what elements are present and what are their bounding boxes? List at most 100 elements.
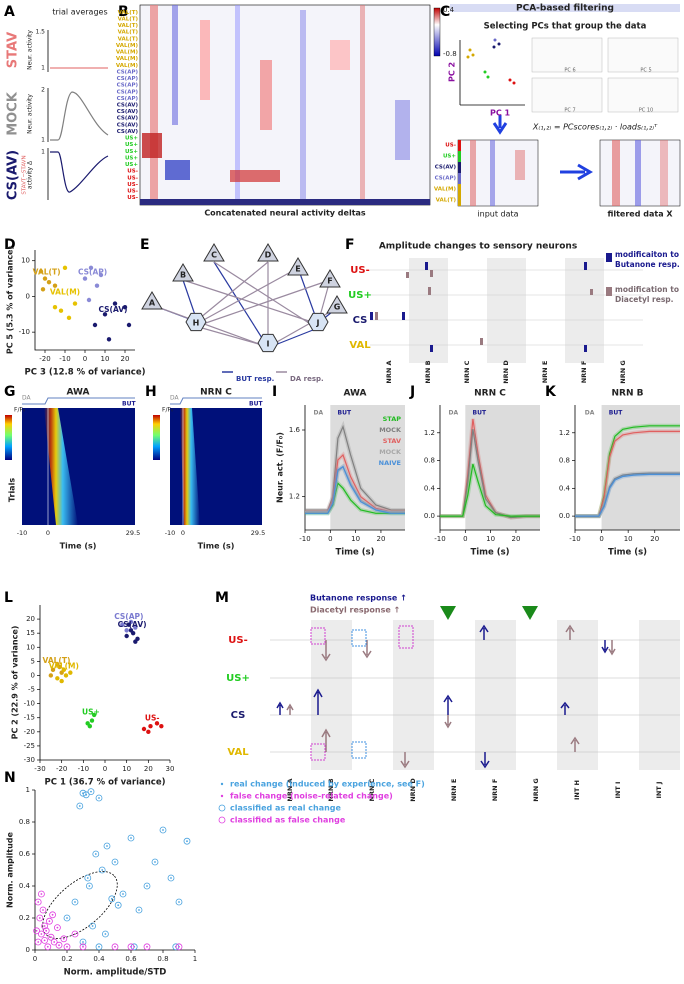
neuron-node bbox=[203, 243, 225, 262]
node-label: F bbox=[327, 277, 332, 286]
panel-letter: I bbox=[272, 384, 277, 400]
neuron-node bbox=[319, 269, 341, 288]
stim-label: BUT bbox=[473, 410, 487, 417]
point-ring bbox=[38, 890, 45, 898]
x-tick-label: 1 bbox=[193, 955, 197, 963]
legend-text: classified as real change bbox=[230, 804, 342, 813]
point-ring bbox=[34, 938, 42, 946]
axis-label: PC 1 bbox=[490, 109, 511, 118]
x-tick-label: 20 bbox=[144, 765, 153, 773]
point-ring bbox=[39, 906, 47, 914]
point-ring bbox=[79, 789, 87, 797]
x-axis-label: Time (s) bbox=[198, 542, 235, 551]
neuron-node bbox=[257, 243, 279, 262]
row-label: VAL(T) bbox=[118, 36, 139, 42]
row-label: VAL(M) bbox=[434, 187, 457, 193]
row-label: VAL(T) bbox=[118, 10, 139, 16]
point bbox=[48, 673, 54, 678]
legend-text: real change (induced by experience, see … bbox=[230, 780, 425, 789]
x-tick-label: 0.2 bbox=[61, 955, 72, 963]
point bbox=[48, 920, 51, 923]
legend-text: false change (noise-related change) bbox=[230, 792, 393, 801]
row-label: VAL bbox=[227, 747, 249, 758]
point-ring bbox=[159, 826, 167, 834]
row-label: CS(AV) bbox=[6, 150, 21, 200]
x-tick-label: 0 bbox=[33, 955, 37, 963]
point-ring bbox=[49, 911, 56, 919]
point bbox=[91, 712, 97, 718]
x-tick-label: -10 bbox=[165, 529, 176, 537]
point bbox=[46, 945, 49, 948]
point-ring bbox=[119, 890, 127, 898]
point bbox=[148, 723, 153, 729]
point bbox=[124, 628, 129, 633]
x-tick-label: -10 bbox=[569, 535, 580, 543]
point-ring bbox=[111, 858, 119, 866]
panel-h-title: NRN C bbox=[200, 388, 232, 398]
x-tick-label: 29.5 bbox=[126, 529, 140, 537]
point-ring bbox=[33, 927, 40, 935]
point-ring bbox=[114, 901, 122, 909]
x-tick-label: 10 bbox=[101, 355, 110, 363]
x-tick-label: 0.6 bbox=[125, 955, 137, 963]
y-tick-label: 0.0 bbox=[424, 512, 435, 520]
x-axis-label: Time (s) bbox=[470, 548, 509, 558]
x-tick-label: 0 bbox=[103, 765, 107, 773]
point bbox=[101, 869, 104, 871]
y-tick-label: 0 bbox=[26, 946, 30, 954]
point-ring bbox=[127, 943, 135, 951]
point bbox=[126, 622, 132, 627]
x-tick-label: 20 bbox=[511, 535, 520, 543]
point-ring bbox=[98, 866, 106, 874]
row-label: VAL bbox=[349, 340, 371, 351]
row-label: US- bbox=[127, 169, 138, 175]
thumb-label: PC 10 bbox=[639, 108, 653, 114]
row-label: US- bbox=[228, 635, 247, 646]
point bbox=[82, 945, 84, 948]
point-ring bbox=[54, 924, 61, 931]
panel-letter: E bbox=[140, 237, 150, 253]
point bbox=[66, 917, 68, 919]
interneuron-node bbox=[185, 312, 207, 332]
row-label: VAL(M) bbox=[116, 63, 139, 69]
point bbox=[51, 913, 54, 916]
y-tick-label: 0 bbox=[31, 671, 35, 679]
point bbox=[45, 929, 48, 932]
point bbox=[146, 885, 148, 887]
row-label: MOCK bbox=[6, 91, 21, 136]
point bbox=[82, 276, 88, 281]
line bbox=[440, 463, 540, 517]
point bbox=[133, 639, 138, 644]
point bbox=[91, 925, 94, 927]
point bbox=[126, 322, 132, 328]
column-label: NRN D bbox=[502, 360, 510, 384]
y-axis-label: activity Δ bbox=[27, 160, 34, 189]
legend-marker bbox=[218, 804, 226, 812]
point-ring bbox=[151, 858, 159, 866]
x-tick-label: 0 bbox=[463, 535, 467, 543]
row-label: CS(AV) bbox=[117, 109, 139, 115]
y-tick-label: -20 bbox=[24, 728, 35, 736]
point bbox=[154, 721, 160, 726]
group-label: CS(AV) bbox=[98, 305, 127, 314]
point-ring bbox=[41, 922, 48, 930]
row-label: CS(AP) bbox=[117, 69, 139, 75]
point bbox=[37, 901, 40, 903]
point-ring bbox=[89, 922, 96, 930]
point bbox=[82, 941, 84, 943]
panel-m-grid bbox=[270, 606, 680, 770]
column-label: INT H bbox=[573, 780, 581, 800]
heatmap-b bbox=[139, 4, 441, 206]
row-label: US- bbox=[445, 143, 456, 149]
point-ring bbox=[46, 917, 53, 925]
y-tick-label: 1.5 bbox=[35, 29, 45, 36]
column-label: INT I bbox=[614, 782, 622, 799]
y-axis-label: Neur. activity bbox=[27, 30, 34, 70]
axes bbox=[39, 605, 170, 761]
axes bbox=[34, 790, 195, 951]
axis-label: PC 2 bbox=[448, 62, 457, 82]
line bbox=[575, 473, 680, 517]
row-label: VAL(T) bbox=[118, 23, 139, 29]
y-tick-label: 0.6 bbox=[19, 850, 31, 858]
point bbox=[88, 885, 91, 887]
